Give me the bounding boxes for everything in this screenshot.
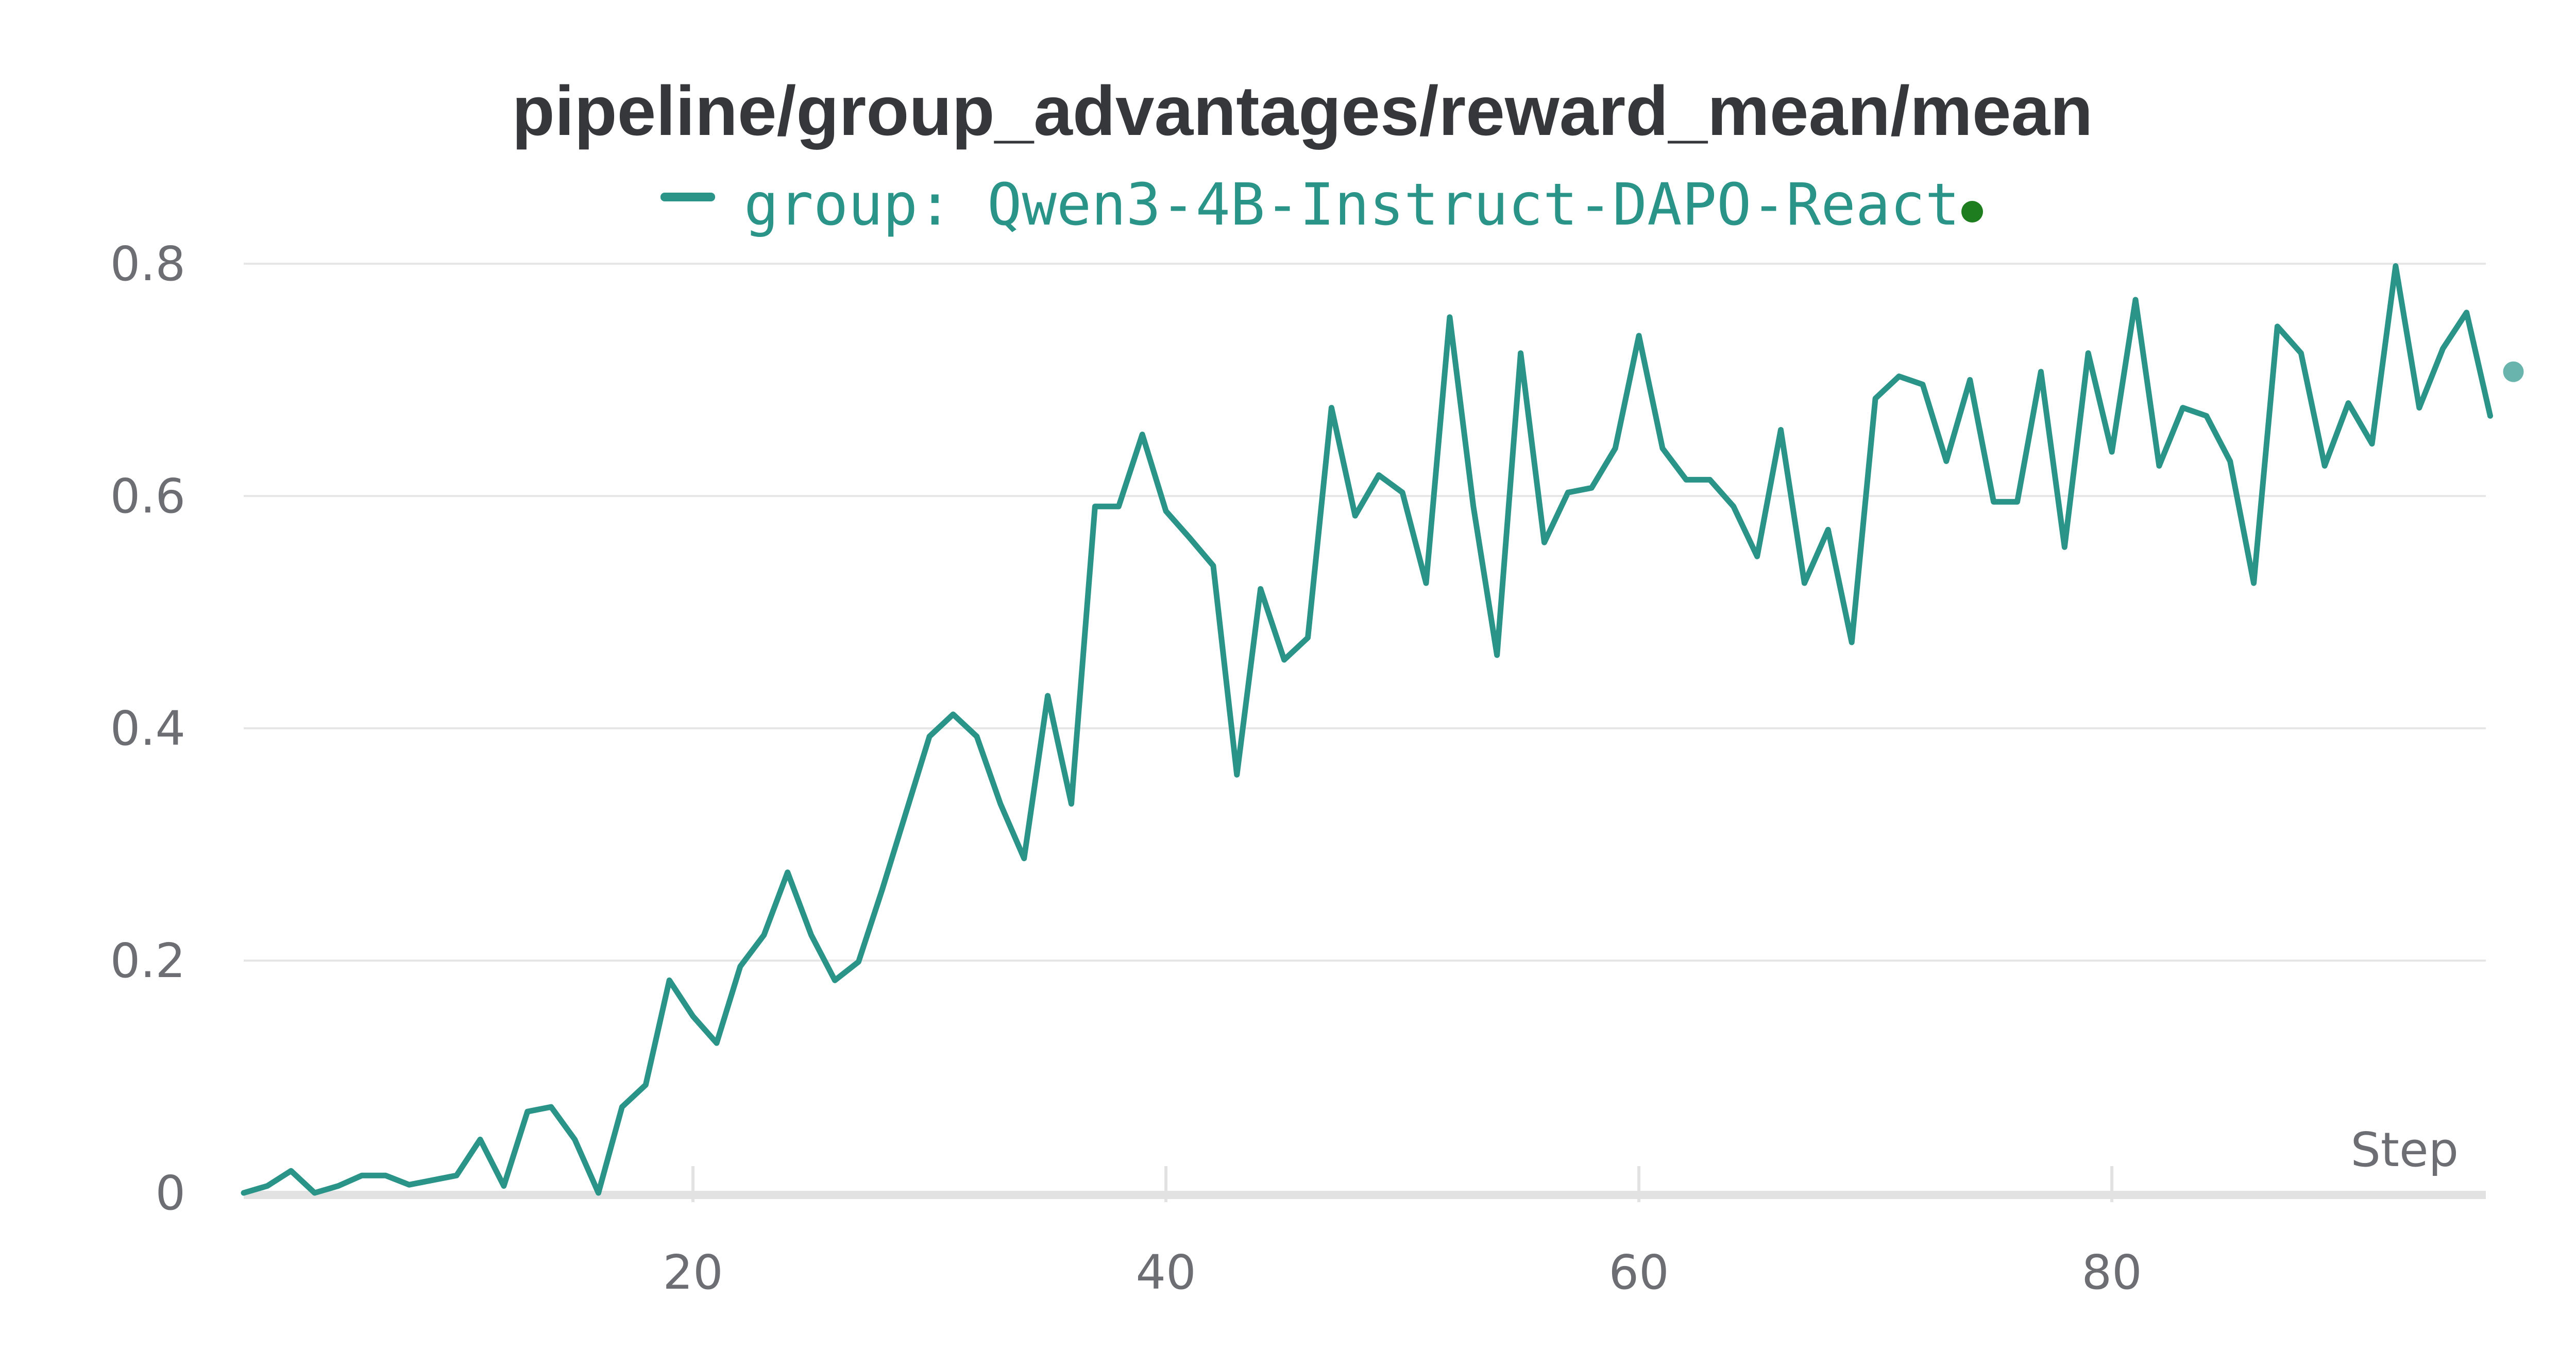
- x-axis: 20 40 60 80: [244, 1166, 2486, 1300]
- legend-series-label: group: Qwen3-4B-Instruct-DAPO-React: [744, 172, 1960, 238]
- plot-series[interactable]: [241, 263, 2524, 1196]
- gridlines: [244, 263, 2486, 962]
- x-tick-label: 20: [663, 1245, 723, 1300]
- x-tick-label: 60: [1609, 1245, 1669, 1300]
- y-tick-label: 0: [155, 1166, 185, 1221]
- last-point-marker[interactable]: [2503, 361, 2524, 382]
- x-tick-label: 40: [1136, 1245, 1196, 1300]
- legend-swatch: [660, 193, 715, 201]
- legend-status-dot: [1961, 201, 1983, 223]
- series-line-qwen3-4b[interactable]: [241, 263, 2493, 1196]
- y-tick-label: 0.2: [110, 933, 185, 988]
- chart-title: pipeline/group_advantages/reward_mean/me…: [512, 72, 2093, 150]
- y-tick-label: 0.6: [110, 469, 185, 524]
- x-tick-label: 80: [2082, 1245, 2142, 1300]
- y-axis: 0 0.2 0.4 0.6 0.8: [110, 236, 185, 1221]
- y-tick-label: 0.4: [110, 701, 185, 756]
- legend[interactable]: group: Qwen3-4B-Instruct-DAPO-React: [660, 172, 1983, 238]
- x-axis-title: Step: [2351, 1122, 2459, 1177]
- y-tick-label: 0.8: [110, 236, 185, 292]
